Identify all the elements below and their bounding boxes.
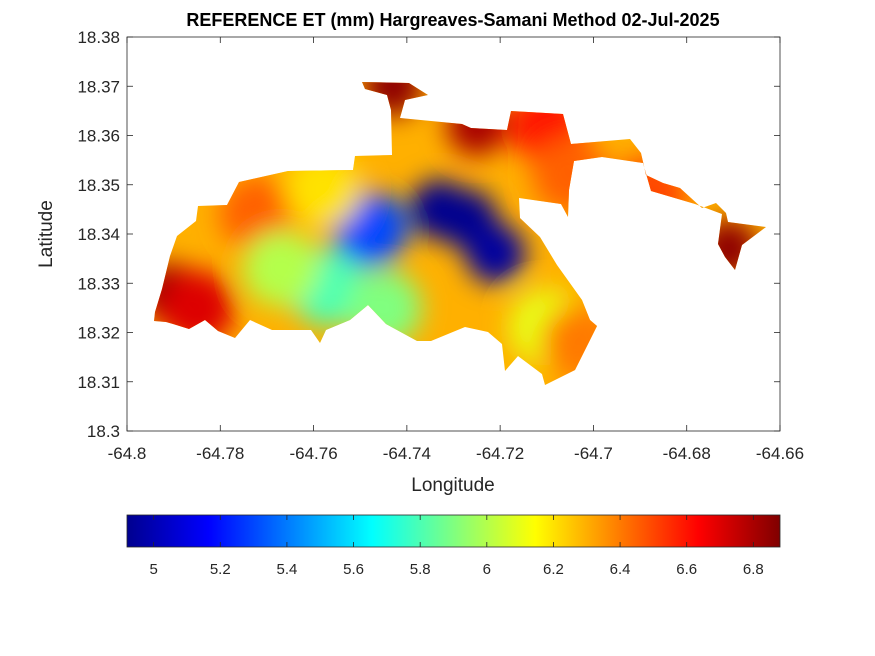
- chart-title: REFERENCE ET (mm) Hargreaves-Samani Meth…: [186, 10, 719, 30]
- colorbar-tick-label: 6.2: [543, 561, 564, 578]
- y-tick-label: 18.34: [77, 225, 120, 244]
- x-axis-ticks: -64.8 -64.78 -64.76 -64.74 -64.72 -64.7 -64.68…: [108, 37, 804, 463]
- field-hotspot: [465, 223, 526, 284]
- x-tick-label: -64.7: [574, 444, 613, 463]
- y-tick-label: 18.33: [77, 274, 120, 293]
- colorbar-tick-label: 5: [149, 561, 157, 578]
- colorbar-tick-label: 6.4: [610, 561, 631, 578]
- colorbar-ticks: 5 5.2 5.4 5.6 5.8 6 6.2 6.4 6.6 6.8: [149, 515, 764, 578]
- field-hotspot: [242, 230, 319, 307]
- x-tick-label: -64.66: [756, 444, 804, 463]
- colorbar-tick-label: 5.2: [210, 561, 231, 578]
- x-tick-label: -64.78: [196, 444, 244, 463]
- y-tick-label: 18.32: [77, 324, 120, 343]
- colorbar-gradient: [126, 514, 781, 548]
- colorbar-tick-label: 6.6: [676, 561, 697, 578]
- x-axis-label: Longitude: [411, 475, 494, 496]
- x-tick-label: -64.76: [289, 444, 337, 463]
- x-tick-label: -64.74: [383, 444, 431, 463]
- y-axis-label: Latitude: [36, 200, 57, 268]
- colorbar-tick-label: 5.4: [276, 561, 297, 578]
- colorbar: 5 5.2 5.4 5.6 5.8 6 6.2 6.4 6.6 6.8: [126, 514, 781, 578]
- x-tick-label: -64.72: [476, 444, 524, 463]
- y-tick-label: 18.38: [77, 28, 120, 47]
- y-tick-label: 18.36: [77, 127, 120, 146]
- y-tick-label: 18.37: [77, 77, 120, 96]
- colorbar-tick-label: 6: [483, 561, 491, 578]
- y-tick-label: 18.31: [77, 373, 120, 392]
- y-tick-label: 18.35: [77, 176, 120, 195]
- colorbar-tick-label: 6.8: [743, 561, 764, 578]
- colorbar-tick-label: 5.6: [343, 561, 364, 578]
- x-tick-label: -64.8: [108, 444, 147, 463]
- y-axis-ticks: 18.3 18.31 18.32 18.33 18.34 18.35 18.36 18.37 1…: [77, 28, 780, 441]
- colorbar-tick-label: 5.8: [410, 561, 431, 578]
- x-tick-label: -64.68: [663, 444, 711, 463]
- y-tick-label: 18.3: [87, 422, 120, 441]
